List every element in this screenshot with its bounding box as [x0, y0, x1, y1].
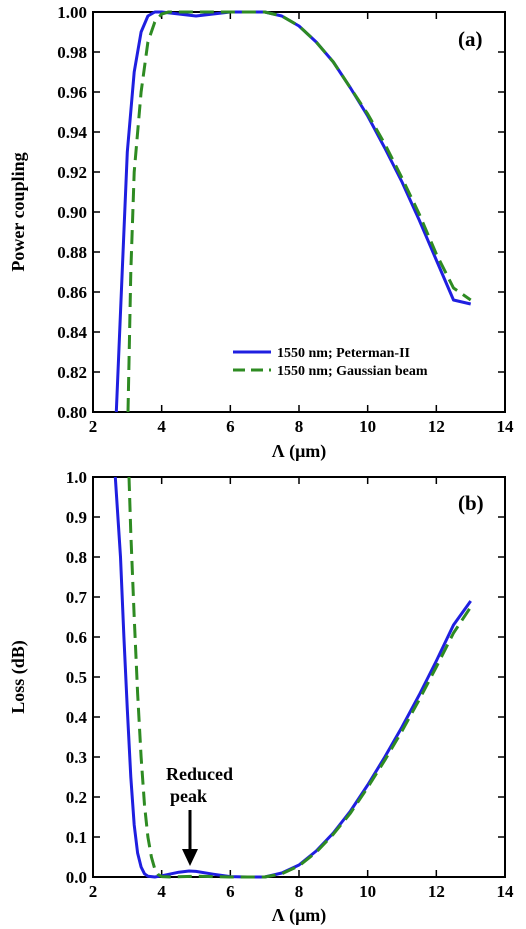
panel-b-x-axis-label: Λ (μm) — [272, 905, 327, 926]
panel-b-y-tick-label: 0.3 — [66, 748, 87, 767]
panel-a-y-tick-label: 0.98 — [57, 43, 87, 62]
panel-b-x-tick-label: 10 — [359, 882, 376, 901]
panel-a-y-tick-label: 0.96 — [57, 83, 87, 102]
panel-b: 0.0 0.1 0.2 0.3 0.4 0.5 0.6 0.7 0.8 0.9 1.0 2 4 6 8 10… — [8, 468, 514, 926]
panel-a-y-tick-label: 0.90 — [57, 203, 87, 222]
reduced-peak-annotation: Reduced peak — [166, 764, 233, 866]
annotation-text-line1: Reduced — [166, 764, 233, 784]
legend-item-gaussian: 1550 nm; Gaussian beam — [233, 364, 428, 379]
panel-b-x-tick-label: 14 — [497, 882, 515, 901]
panel-a-series-line-peterman — [114, 10, 472, 413]
panel-a-series — [114, 10, 472, 413]
panel-a: 0.80 0.82 0.84 0.86 0.88 0.90 0.92 0.94 0.96 0.98… — [8, 3, 514, 462]
panel-a-x-tick-label: 8 — [295, 417, 304, 436]
panel-b-y-tick-label: 0.9 — [66, 508, 87, 527]
panel-b-x-tick-label: 2 — [89, 882, 98, 901]
panel-a-x-tick-label: 4 — [157, 417, 166, 436]
panel-a-y-ticks: 0.80 0.82 0.84 0.86 0.88 0.90 0.92 0.94 0.96 0.98… — [57, 3, 505, 422]
panel-b-series-line-gaussian — [127, 476, 472, 879]
panel-b-y-tick-label: 0.5 — [66, 668, 87, 687]
panel-a-y-axis-label: Power coupling — [8, 152, 28, 271]
panel-b-y-tick-label: 0.4 — [66, 708, 88, 727]
panel-b-series-line-peterman — [113, 476, 472, 879]
annotation-text-line2: peak — [170, 786, 207, 806]
panel-b-x-tick-label: 6 — [226, 882, 235, 901]
panel-a-y-tick-label: 0.86 — [57, 283, 87, 302]
legend-item-peterman: 1550 nm; Peterman-II — [233, 346, 410, 361]
panel-a-y-tick-label: 0.88 — [57, 243, 87, 262]
panel-b-plot-frame — [92, 476, 506, 878]
panel-b-x-ticks: 2 4 6 8 10 12 14 — [89, 477, 514, 901]
panel-b-y-tick-label: 0.2 — [66, 788, 87, 807]
panel-a-legend: 1550 nm; Peterman-II 1550 nm; Gaussian b… — [233, 346, 428, 379]
panel-a-x-tick-label: 10 — [359, 417, 376, 436]
panel-b-y-tick-label: 0.6 — [66, 628, 87, 647]
annotation-arrow-head — [182, 849, 198, 866]
panel-b-label: (b) — [458, 491, 484, 515]
panel-b-y-tick-label: 1.0 — [66, 468, 87, 487]
legend-label-peterman: 1550 nm; Peterman-II — [277, 346, 410, 361]
panel-a-y-tick-label: 1.00 — [57, 3, 87, 22]
panel-b-x-tick-label: 8 — [295, 882, 304, 901]
panel-a-label: (a) — [458, 27, 483, 51]
panel-a-x-ticks: 2 4 6 8 10 12 14 — [89, 12, 514, 436]
panel-b-x-tick-label: 4 — [157, 882, 166, 901]
panel-a-x-tick-label: 2 — [89, 417, 98, 436]
panel-a-y-tick-label: 0.82 — [57, 363, 87, 382]
panel-b-x-tick-label: 12 — [428, 882, 445, 901]
panel-a-x-tick-label: 6 — [226, 417, 235, 436]
panel-a-x-tick-label: 14 — [497, 417, 515, 436]
panel-b-y-tick-label: 0.8 — [66, 548, 87, 567]
panel-a-x-tick-label: 12 — [428, 417, 445, 436]
panel-a-x-axis-label: Λ (μm) — [272, 441, 327, 462]
panel-a-y-tick-label: 0.92 — [57, 163, 87, 182]
panel-a-y-tick-label: 0.80 — [57, 403, 87, 422]
panel-b-y-tick-label: 0.1 — [66, 828, 87, 847]
panel-a-series-line-gaussian — [126, 10, 472, 413]
panel-a-y-tick-label: 0.94 — [57, 123, 87, 142]
legend-label-gaussian: 1550 nm; Gaussian beam — [277, 364, 428, 379]
panel-b-y-tick-label: 0.7 — [66, 588, 88, 607]
panel-a-y-tick-label: 0.84 — [57, 323, 87, 342]
panel-b-y-ticks: 0.0 0.1 0.2 0.3 0.4 0.5 0.6 0.7 0.8 0.9 1.0 — [66, 468, 505, 887]
panel-b-y-axis-label: Loss (dB) — [8, 640, 29, 714]
panel-b-y-tick-label: 0.0 — [66, 868, 87, 887]
panel-b-series — [113, 476, 472, 879]
